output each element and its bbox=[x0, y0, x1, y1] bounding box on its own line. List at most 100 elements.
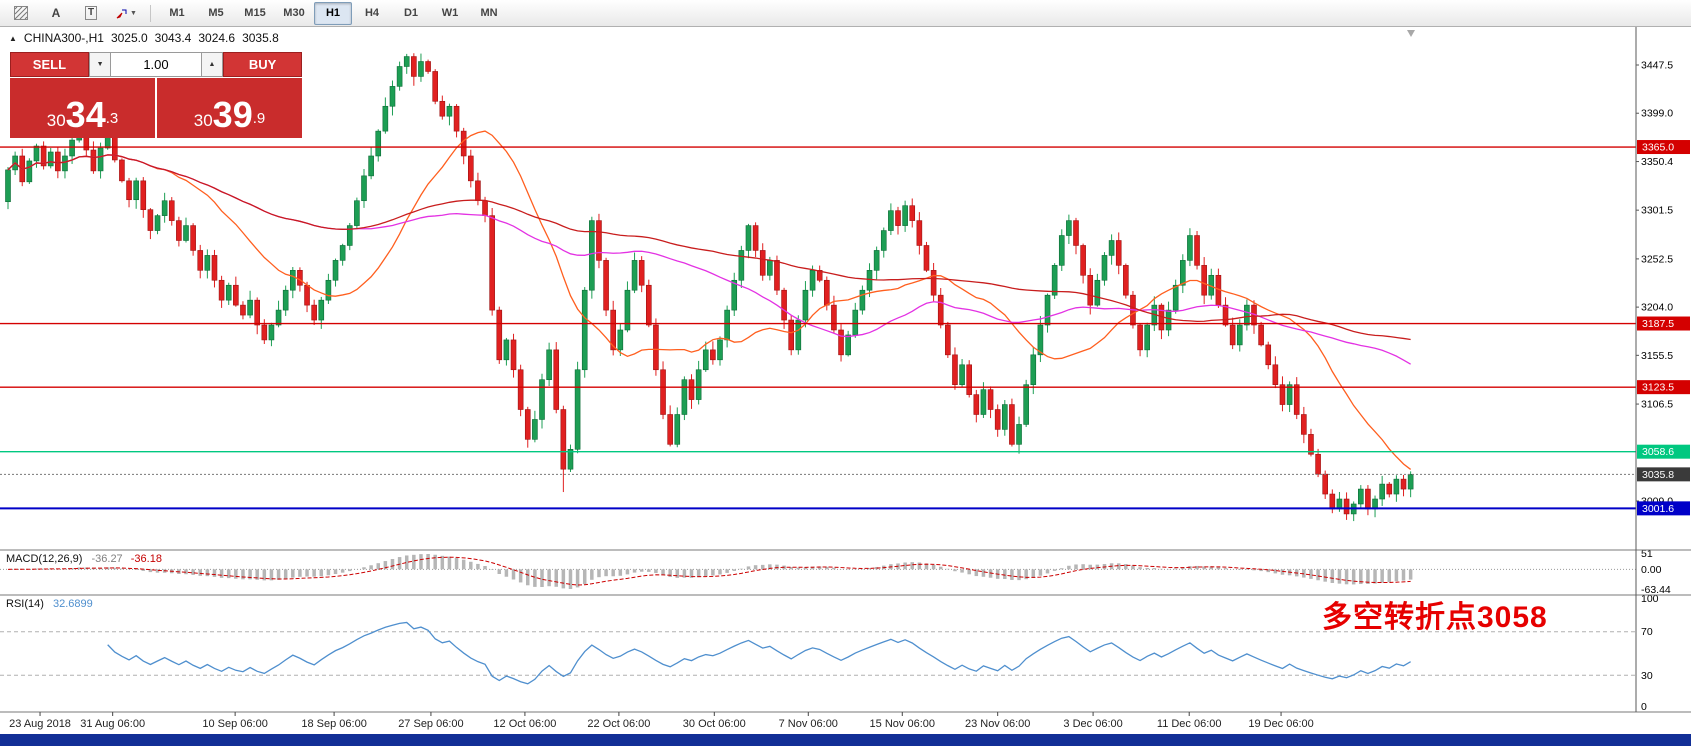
candle-body bbox=[5, 169, 11, 203]
timeframe-d1[interactable]: D1 bbox=[403, 7, 419, 19]
candle-body bbox=[233, 284, 239, 306]
candle-body bbox=[724, 309, 730, 341]
candle-body bbox=[1172, 284, 1179, 311]
rsi-axis-label: 100 bbox=[1641, 593, 1659, 605]
candle-body bbox=[539, 379, 545, 420]
price-fraction: .3 bbox=[105, 109, 119, 127]
price-tag bbox=[1637, 467, 1690, 482]
ohlc-high: 3043.4 bbox=[154, 31, 192, 45]
candle-body bbox=[1051, 265, 1058, 296]
candle-body bbox=[354, 200, 360, 226]
price-tag-label: 3035.8 bbox=[1642, 469, 1674, 481]
candle-body bbox=[731, 279, 738, 311]
date-label: 31 Aug 06:00 bbox=[80, 718, 145, 730]
candle-body bbox=[1044, 294, 1051, 326]
candle-body bbox=[339, 245, 346, 261]
candle-body bbox=[368, 155, 374, 177]
candle-body bbox=[311, 304, 317, 321]
one-click-trading-panel: SELL ▼ 1.00 ▲ BUY 30 34.3 30 39.9 bbox=[10, 52, 302, 138]
candle-body bbox=[268, 324, 275, 341]
candle-body bbox=[1194, 235, 1200, 266]
candle-body bbox=[567, 448, 574, 470]
timeframe-m15[interactable]: M15 bbox=[244, 7, 266, 19]
candle-body bbox=[1293, 384, 1300, 415]
candle-body bbox=[147, 209, 154, 231]
candle-body bbox=[496, 309, 503, 361]
volume-dropdown-button[interactable]: ▼ bbox=[88, 52, 112, 77]
candle-body bbox=[40, 145, 47, 167]
date-label: 23 Nov 06:00 bbox=[965, 718, 1030, 730]
date-label: 3 Dec 06:00 bbox=[1063, 718, 1122, 730]
hatch-tool-button[interactable] bbox=[4, 2, 38, 25]
timeframe-w1[interactable]: W1 bbox=[441, 7, 459, 19]
candle-body bbox=[62, 155, 68, 172]
candle-body bbox=[1144, 324, 1150, 351]
text-tool-button[interactable]: A bbox=[39, 2, 73, 25]
volume-increase-button[interactable]: ▲ bbox=[200, 52, 224, 77]
candle-body bbox=[560, 409, 567, 470]
date-label: 22 Oct 06:00 bbox=[587, 718, 650, 730]
candle-body bbox=[1058, 235, 1065, 266]
sell-button[interactable]: SELL bbox=[10, 52, 89, 77]
candle-body bbox=[745, 225, 752, 251]
bid-price-panel[interactable]: 30 34.3 bbox=[10, 78, 155, 138]
candle-body bbox=[282, 289, 289, 311]
candle-body bbox=[916, 220, 923, 246]
price-tick-label: 3399.0 bbox=[1641, 108, 1673, 120]
candle-body bbox=[154, 215, 161, 231]
candle-body bbox=[55, 151, 61, 172]
hatch-icon bbox=[14, 6, 28, 20]
time-axis[interactable] bbox=[0, 712, 1636, 734]
candle-body bbox=[1080, 245, 1086, 276]
timeframe-m30[interactable]: M30 bbox=[283, 7, 305, 19]
ask-price-panel[interactable]: 30 39.9 bbox=[157, 78, 302, 138]
candle-body bbox=[923, 245, 930, 271]
candle-body bbox=[289, 270, 296, 291]
candle-body bbox=[838, 329, 844, 356]
volume-input[interactable]: 1.00 bbox=[111, 52, 201, 77]
candle-body bbox=[1108, 240, 1115, 256]
candle-body bbox=[47, 151, 54, 167]
candle-body bbox=[33, 145, 40, 162]
price-tick-label: 3106.5 bbox=[1641, 399, 1673, 411]
candle-body bbox=[987, 389, 994, 410]
candle-body bbox=[1222, 304, 1229, 326]
timeframe-h1[interactable]: H1 bbox=[314, 1, 352, 25]
date-label: 10 Sep 06:00 bbox=[202, 718, 267, 730]
candle-body bbox=[475, 180, 481, 202]
price-tag-label: 3365.0 bbox=[1642, 142, 1674, 154]
candle-body bbox=[660, 369, 666, 415]
date-label: 27 Sep 06:00 bbox=[398, 718, 463, 730]
symbol-label: CHINA300-,H1 bbox=[23, 31, 104, 45]
timeframe-m1[interactable]: M1 bbox=[169, 7, 185, 19]
date-label: 19 Dec 06:00 bbox=[1248, 718, 1313, 730]
collapse-triangle-icon[interactable]: ▲ bbox=[9, 33, 17, 43]
price-axis[interactable] bbox=[1636, 26, 1691, 712]
timeframe-m5[interactable]: M5 bbox=[208, 7, 224, 19]
candle-body bbox=[631, 260, 638, 291]
candle-body bbox=[852, 309, 859, 336]
candle-body bbox=[133, 180, 139, 201]
dropdown-caret-icon: ▼ bbox=[130, 9, 137, 17]
candle-body bbox=[1180, 260, 1186, 286]
candle-body bbox=[1258, 324, 1264, 346]
candle-body bbox=[702, 349, 709, 371]
candle-body bbox=[1315, 453, 1321, 475]
candle-body bbox=[831, 304, 837, 331]
macd-main-value: -36.27 bbox=[91, 553, 123, 565]
text-label-tool-button[interactable]: T bbox=[74, 2, 108, 25]
candle-body bbox=[1244, 304, 1250, 326]
candle-body bbox=[717, 339, 723, 361]
candle-body bbox=[275, 309, 282, 326]
timeframe-mn[interactable]: MN bbox=[480, 7, 498, 19]
price-tick-label: 3204.0 bbox=[1641, 302, 1673, 314]
buy-button[interactable]: BUY bbox=[223, 52, 302, 77]
candle-body bbox=[346, 225, 353, 246]
chart-text-annotation[interactable]: 多空转折点3058 bbox=[1322, 601, 1548, 634]
timeframe-h4[interactable]: H4 bbox=[364, 7, 380, 19]
ohlc-close: 3035.8 bbox=[242, 31, 279, 45]
rsi-line bbox=[107, 621, 1411, 685]
arrows-tool-button[interactable]: ▼ bbox=[109, 2, 143, 25]
